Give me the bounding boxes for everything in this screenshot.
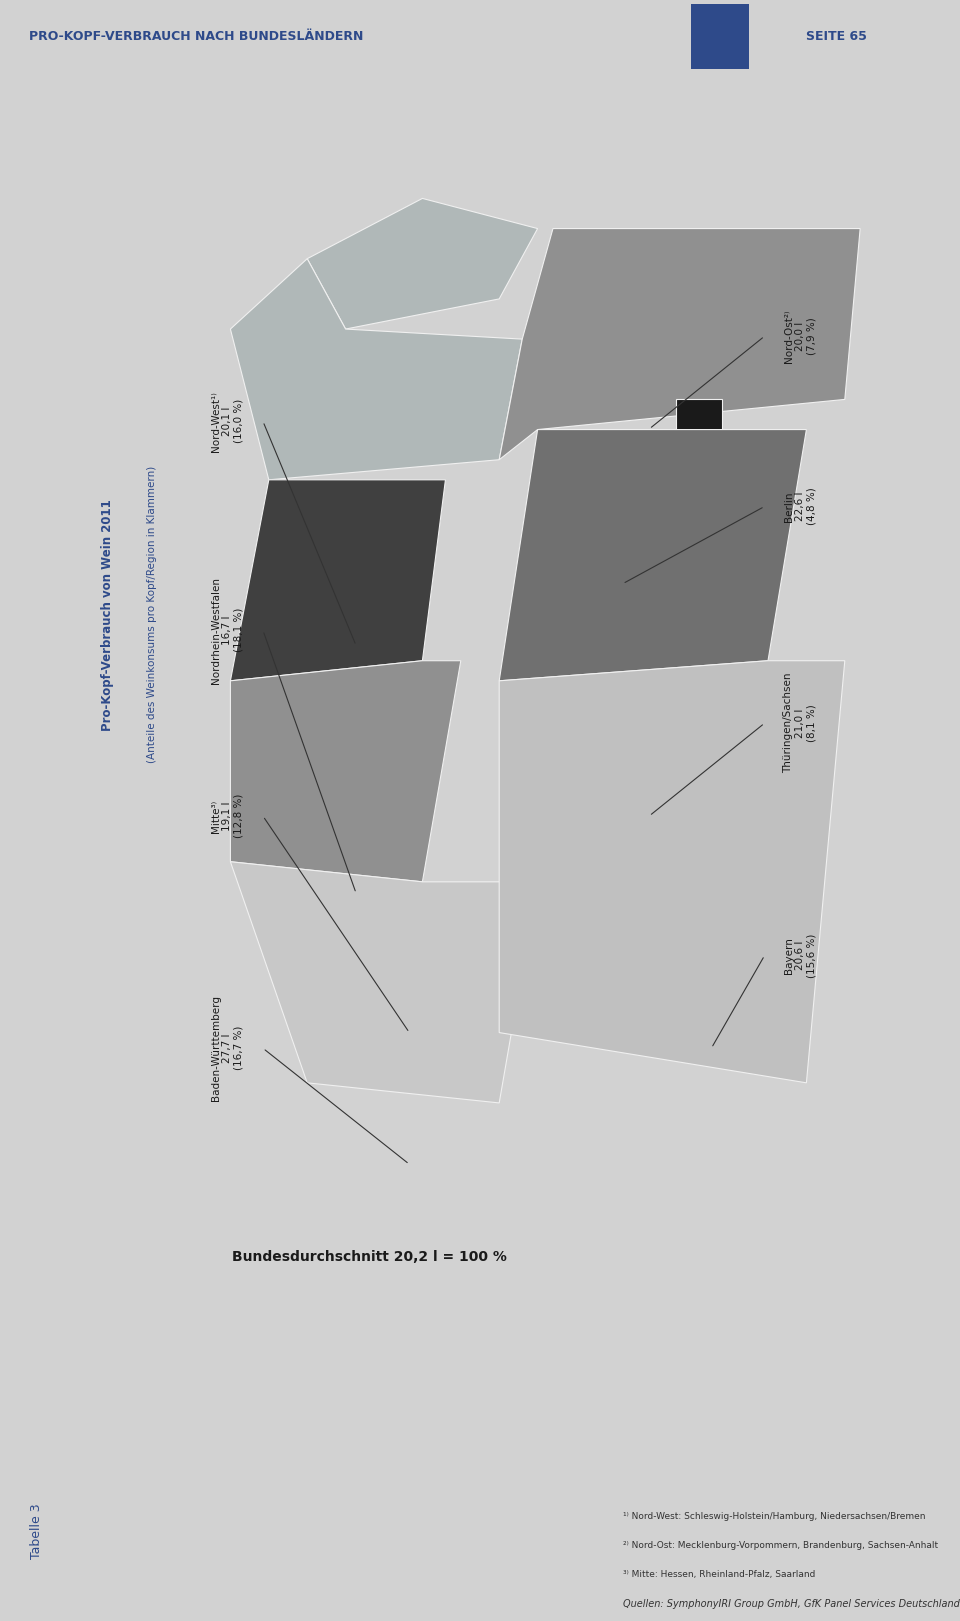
Text: (Anteile des Weinkonsums pro Kopf/Region in Klammern): (Anteile des Weinkonsums pro Kopf/Region…	[147, 467, 156, 763]
Text: Nordrhein-Westfalen
16,7 l
(18,1 %): Nordrhein-Westfalen 16,7 l (18,1 %)	[211, 577, 244, 684]
Text: Tabelle 3: Tabelle 3	[30, 1503, 42, 1559]
Polygon shape	[499, 430, 806, 681]
Polygon shape	[307, 198, 538, 329]
Text: Bayern
20,6 l
(15,6 %): Bayern 20,6 l (15,6 %)	[783, 934, 817, 977]
Text: ²⁾ Nord-Ost: Mecklenburg-Vorpommern, Brandenburg, Sachsen-Anhalt: ²⁾ Nord-Ost: Mecklenburg-Vorpommern, Bra…	[622, 1540, 938, 1550]
Text: PRO-KOPF-VERBRAUCH NACH BUNDESLÄNDERN: PRO-KOPF-VERBRAUCH NACH BUNDESLÄNDERN	[29, 29, 363, 44]
Text: Thüringen/Sachsen
21,0 l
(8,1 %): Thüringen/Sachsen 21,0 l (8,1 %)	[783, 673, 817, 773]
Polygon shape	[499, 661, 845, 1083]
Polygon shape	[230, 862, 538, 1102]
Text: Quellen: SymphonyIRI Group GmbH, GfK Panel Services Deutschland: Quellen: SymphonyIRI Group GmbH, GfK Pan…	[622, 1598, 959, 1610]
Polygon shape	[230, 661, 461, 882]
Text: Bundesdurchschnitt 20,2 l = 100 %: Bundesdurchschnitt 20,2 l = 100 %	[232, 1250, 507, 1264]
Text: Nord-Ost²⁾
20,0 l
(7,9 %): Nord-Ost²⁾ 20,0 l (7,9 %)	[783, 310, 817, 363]
FancyBboxPatch shape	[691, 3, 749, 70]
Text: Baden-Württemberg
27,7 l
(16,7 %): Baden-Württemberg 27,7 l (16,7 %)	[211, 995, 244, 1101]
Polygon shape	[230, 259, 522, 480]
Polygon shape	[676, 399, 722, 460]
Text: ¹⁾ Nord-West: Schleswig-Holstein/Hamburg, Niedersachsen/Bremen: ¹⁾ Nord-West: Schleswig-Holstein/Hamburg…	[622, 1511, 925, 1520]
Polygon shape	[499, 229, 860, 460]
Text: SEITE 65: SEITE 65	[806, 29, 867, 44]
Polygon shape	[230, 480, 445, 681]
Text: Berlin
22,6 l
(4,8 %): Berlin 22,6 l (4,8 %)	[783, 488, 817, 525]
Text: Pro-Kopf-Verbrauch von Wein 2011: Pro-Kopf-Verbrauch von Wein 2011	[101, 499, 114, 731]
Text: Mitte³⁾
19,1 l
(12,8 %): Mitte³⁾ 19,1 l (12,8 %)	[211, 794, 244, 838]
Text: Nord-West¹⁾
20,1 l
(16,0 %): Nord-West¹⁾ 20,1 l (16,0 %)	[211, 391, 244, 452]
Text: ³⁾ Mitte: Hessen, Rheinland-Pfalz, Saarland: ³⁾ Mitte: Hessen, Rheinland-Pfalz, Saarl…	[622, 1569, 815, 1579]
